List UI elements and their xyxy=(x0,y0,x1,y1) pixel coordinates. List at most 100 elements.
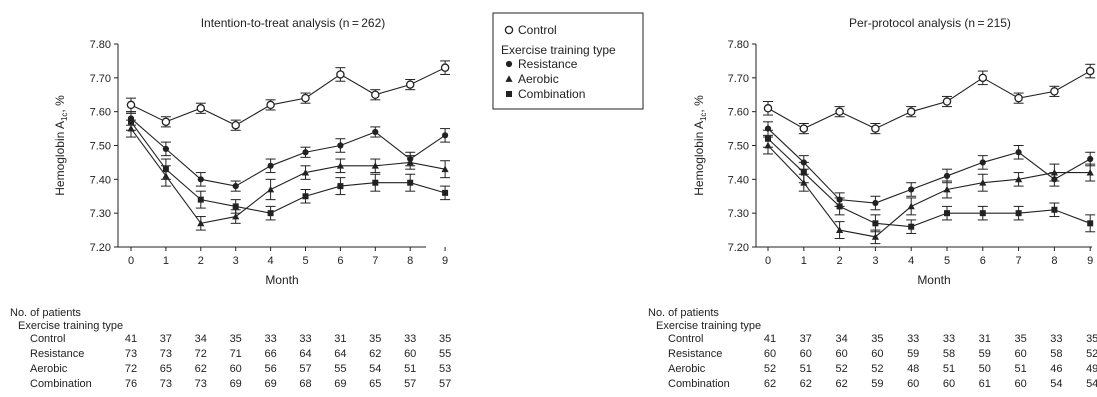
x-tick-label: 9 xyxy=(1087,255,1093,267)
data-point xyxy=(266,100,275,110)
patients-count: 35 xyxy=(1014,333,1026,345)
patients-count: 52 xyxy=(764,363,776,375)
patients-count: 60 xyxy=(800,348,812,360)
series-line xyxy=(767,70,1091,130)
data-point xyxy=(836,203,843,210)
data-point xyxy=(943,185,951,193)
data-point xyxy=(372,179,379,186)
x-tick-label: 2 xyxy=(198,255,204,267)
patients-count: 54 xyxy=(1086,378,1097,390)
series-control xyxy=(126,60,451,131)
data-point xyxy=(800,169,807,176)
series-resistance xyxy=(763,121,1096,211)
series-control xyxy=(763,63,1096,135)
data-point xyxy=(1015,175,1023,183)
x-tick-label: 3 xyxy=(872,255,878,267)
x-tick-label: 5 xyxy=(944,255,950,267)
patients-count: 60 xyxy=(1014,348,1026,360)
data-point xyxy=(337,142,344,149)
patients-count: 51 xyxy=(1014,363,1026,375)
data-point xyxy=(765,135,771,142)
patients-count: 58 xyxy=(1050,348,1062,360)
x-tick-label: 1 xyxy=(801,255,807,267)
data-point xyxy=(161,117,171,127)
x-tick-label: 6 xyxy=(337,255,343,267)
patients-count: 46 xyxy=(1050,363,1062,375)
patients-count: 33 xyxy=(299,333,311,345)
patients-count: 71 xyxy=(230,348,242,360)
legend-marker-combination xyxy=(506,91,512,97)
data-point xyxy=(1015,149,1022,156)
series-combination xyxy=(126,112,451,221)
data-point xyxy=(978,73,988,83)
patients-count: 53 xyxy=(439,363,451,375)
y-tick-label: 7.30 xyxy=(90,208,111,220)
x-tick-label: 8 xyxy=(1051,255,1057,267)
patients-count: 58 xyxy=(943,348,955,360)
legend-label-combination: Combination xyxy=(518,87,585,101)
chart-panel-2: Per-protocol analysis (n = 215) 7.20 7.30 7… xyxy=(692,16,1096,287)
patients-count: 62 xyxy=(764,378,776,390)
data-point xyxy=(1087,220,1094,227)
y-tick-label: 7.50 xyxy=(728,141,749,153)
y-tick-label: 7.80 xyxy=(728,39,749,51)
data-point xyxy=(196,104,206,113)
patients-count: 73 xyxy=(160,378,172,390)
patients-count: 35 xyxy=(1086,333,1097,345)
data-point xyxy=(1087,155,1094,163)
patients-count: 60 xyxy=(230,363,242,375)
data-point xyxy=(162,166,169,173)
data-point xyxy=(908,186,915,193)
patients-count: 60 xyxy=(907,378,919,390)
data-point xyxy=(1014,93,1023,103)
patients-count: 60 xyxy=(871,348,883,360)
patients-table-subheading: Exercise training type xyxy=(18,320,123,332)
data-point xyxy=(197,219,205,227)
patients-row-label: Control xyxy=(668,333,703,345)
data-point xyxy=(128,118,134,125)
patients-count: 37 xyxy=(800,333,812,345)
patients-count: 73 xyxy=(125,348,137,360)
data-point xyxy=(836,226,844,233)
patients-row-label: Control xyxy=(30,333,65,345)
chart-title: Per-protocol analysis (n = 215) xyxy=(849,16,1011,30)
y-axis-label: Hemoglobin A1c, % xyxy=(53,95,69,196)
y-tick-label: 7.40 xyxy=(90,174,111,186)
patients-count: 51 xyxy=(943,363,955,375)
data-point xyxy=(371,162,379,169)
data-point xyxy=(197,176,204,183)
y-axis-label-subscript: 1c xyxy=(60,113,69,121)
x-tick-label: 9 xyxy=(442,255,448,267)
data-point xyxy=(1050,87,1059,96)
data-point xyxy=(906,107,916,116)
data-point xyxy=(979,159,986,166)
data-point xyxy=(232,183,239,190)
data-point xyxy=(441,165,449,173)
patients-count: 55 xyxy=(439,348,451,360)
x-tick-label: 7 xyxy=(1016,255,1022,267)
patients-count: 59 xyxy=(979,348,991,360)
data-point xyxy=(197,196,204,203)
legend-heading: Exercise training type xyxy=(501,43,616,57)
patients-count: 52 xyxy=(835,363,847,375)
patients-count: 57 xyxy=(299,363,311,375)
patients-count: 72 xyxy=(125,363,137,375)
patients-count: 52 xyxy=(871,363,883,375)
data-point xyxy=(872,220,879,227)
y-tick-label: 7.30 xyxy=(728,208,749,220)
data-point xyxy=(979,179,987,186)
legend-box xyxy=(492,12,644,110)
y-axis-label-unit: , % xyxy=(692,95,706,113)
patients-count: 73 xyxy=(195,378,207,390)
chart-title: Intention-to-treat analysis (n = 262) xyxy=(201,16,386,30)
data-point xyxy=(908,223,915,230)
data-point xyxy=(907,202,915,210)
patients-count: 69 xyxy=(264,378,276,390)
patients-table-heading: No. of patients xyxy=(648,307,719,319)
series-aerobic xyxy=(763,136,1096,245)
legend: Control Exercise training typeResistanceA… xyxy=(492,12,644,110)
patients-table-heading: No. of patients xyxy=(10,307,81,319)
patients-row-label: Aerobic xyxy=(30,363,68,375)
